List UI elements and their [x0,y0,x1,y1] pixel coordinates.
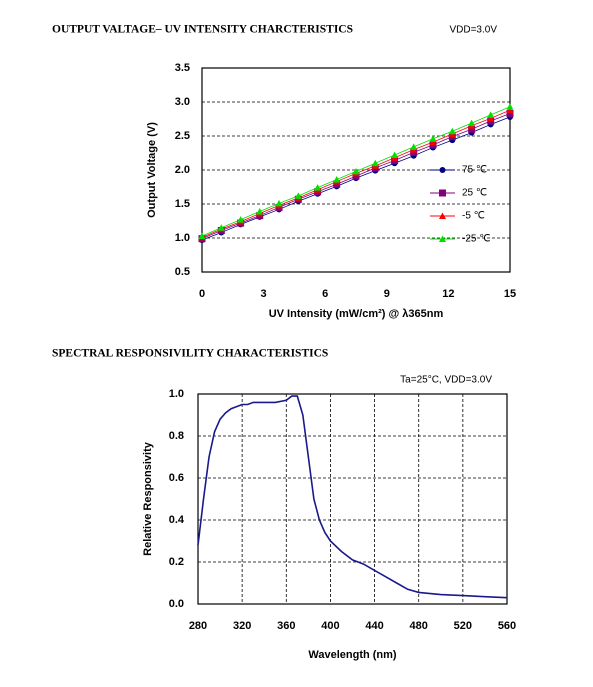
marker [506,103,514,110]
marker [237,216,245,223]
chart-title: SPECTRAL RESPONSIVILITY CHARACTERISTICS [52,348,328,360]
marker [217,224,225,231]
marker [294,192,302,199]
legend-marker [439,212,446,219]
y-tick-label: 3.5 [175,62,190,74]
x-tick-label: 360 [277,620,295,632]
marker [371,159,379,167]
y-tick-label: 2.5 [175,130,190,142]
marker [410,143,418,150]
legend-label: 75 ℃ [462,165,487,176]
x-tick-label: 12 [442,288,454,300]
marker [506,110,514,118]
x-tick-label: 560 [498,620,516,632]
y-tick-label: 0.5 [175,266,190,278]
marker [468,125,476,133]
y-tick-label: 1.0 [175,232,190,244]
series-line [197,395,508,599]
y-tick-label: 0.4 [169,514,185,526]
x-axis-label: UV Intensity (mW/cm²) @ λ365nm [269,308,444,320]
y-tick-label: 1.0 [169,388,184,400]
x-tick-label: 9 [384,288,390,300]
marker [429,135,437,142]
legend-marker [439,167,446,173]
x-tick-label: 3 [261,288,267,300]
marker [487,114,495,122]
marker [333,176,341,183]
x-axis-label: Wavelength (nm) [308,649,397,661]
x-tick-label: 0 [199,288,205,300]
x-tick-label: 440 [365,620,383,632]
chart-title: OUTPUT VALTAGE– UV INTENSITY CHARCTERIST… [52,24,353,36]
x-tick-label: 400 [321,620,339,632]
marker [198,232,206,239]
legend-marker [439,189,446,197]
y-axis-label: Relative Responsivity [142,441,154,556]
x-tick-label: 320 [233,620,251,632]
legend-label: -5 ℃ [462,211,485,222]
marker [314,184,322,191]
y-tick-label: 0.8 [169,430,184,442]
plot-frame [201,67,511,273]
x-tick-label: 15 [504,288,516,300]
marker [275,199,283,207]
legend-label: 25 ℃ [462,188,487,199]
annotation: VDD=3.0V [449,25,497,36]
y-axis-label: Output Voltage (V) [146,122,158,218]
y-tick-label: 3.0 [175,96,190,108]
y-tick-label: 0.0 [169,598,184,610]
y-tick-label: 1.5 [175,198,190,210]
y-tick-label: 0.6 [169,472,184,484]
marker [506,106,514,114]
marker [391,151,399,159]
x-tick-label: 280 [189,620,207,632]
y-tick-label: 2.0 [175,164,190,176]
marker [352,167,360,175]
x-tick-label: 480 [410,620,428,632]
marker [487,111,495,118]
legend-label: -25 ℃ [462,234,490,245]
plot-frame [197,393,508,605]
marker [468,119,476,127]
y-tick-label: 0.2 [169,556,184,568]
marker [256,207,264,215]
x-tick-label: 6 [322,288,328,300]
marker [448,127,456,135]
x-tick-label: 520 [454,620,472,632]
legend-marker [439,235,446,242]
annotation: Ta=25°C, VDD=3.0V [400,375,492,386]
marker [429,138,437,146]
